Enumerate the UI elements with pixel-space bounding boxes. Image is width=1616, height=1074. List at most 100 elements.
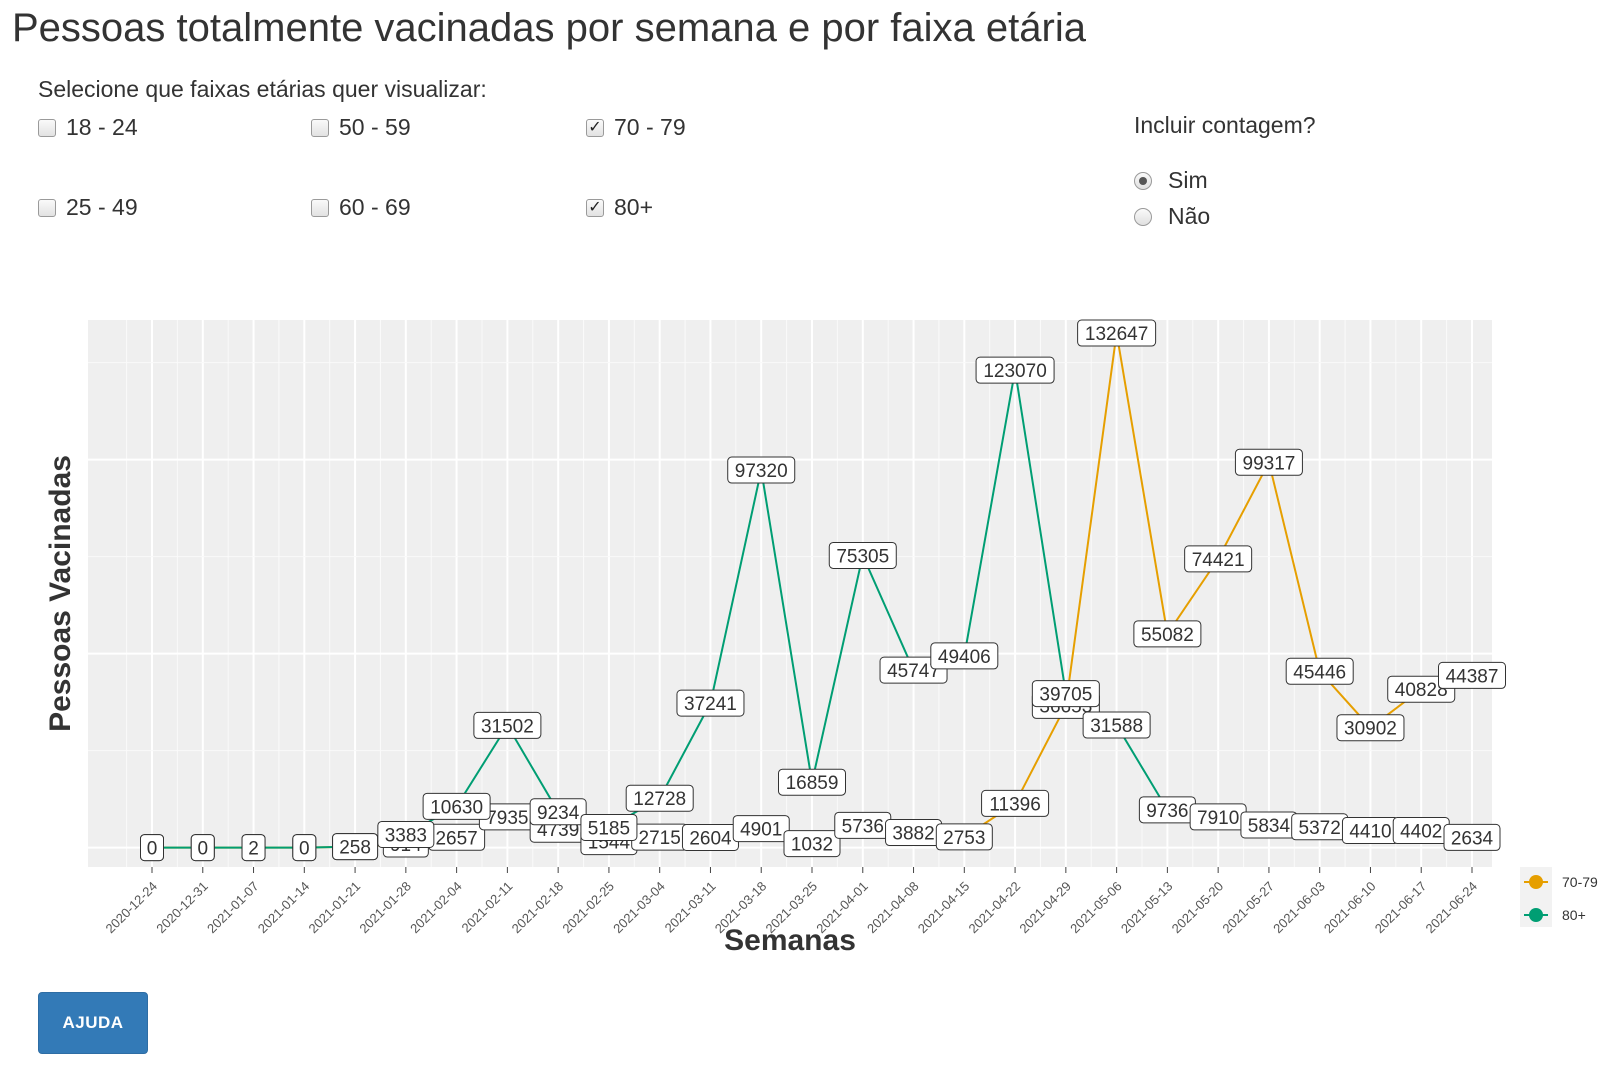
radio-button[interactable] <box>1134 171 1152 190</box>
data-label: 132647 <box>1077 319 1157 347</box>
data-label-text: 2657 <box>435 828 477 849</box>
checkbox-box[interactable] <box>38 118 56 137</box>
checkbox-box[interactable] <box>311 118 329 137</box>
checkbox-18-24[interactable]: 18 - 24 <box>38 114 138 141</box>
x-tick-label: 2021-01-07 <box>204 879 262 937</box>
data-label-text: 1032 <box>791 835 833 856</box>
data-label: 12728 <box>625 784 694 812</box>
data-label-box <box>879 656 948 684</box>
data-label: 45446 <box>1285 657 1354 685</box>
help-button[interactable]: AJUDA <box>38 992 148 1054</box>
data-label: 3882 <box>885 819 943 847</box>
data-label-box <box>1234 448 1303 476</box>
data-label-text: 5736 <box>842 816 884 837</box>
data-label-text: 4901 <box>740 820 782 841</box>
data-label-box <box>473 711 542 739</box>
checkbox-box[interactable] <box>311 198 329 217</box>
data-label: 0 <box>140 834 164 862</box>
data-label: 2715 <box>631 823 689 851</box>
radio-nao[interactable]: Não <box>1134 203 1210 230</box>
data-label-text: 12728 <box>633 789 686 810</box>
data-label-box <box>1336 714 1405 742</box>
x-tick-label: 2021-06-10 <box>1321 879 1379 937</box>
data-label: 123070 <box>975 356 1055 384</box>
data-label: 1032 <box>783 830 841 858</box>
checkbox-box[interactable]: ✓ <box>586 118 604 137</box>
data-label: 5834 <box>1240 811 1298 839</box>
data-label-text: 55082 <box>1141 625 1194 646</box>
data-label: 31588 <box>1082 711 1151 739</box>
legend-key-dot <box>1529 908 1543 922</box>
data-label-box <box>1133 620 1202 648</box>
data-label-box <box>241 834 266 862</box>
x-tick-label: 2021-02-25 <box>559 879 617 937</box>
checkbox-label: 70 - 79 <box>614 114 686 140</box>
data-label-text: 10630 <box>430 797 483 818</box>
y-axis-title: Pessoas Vacinadas <box>44 455 77 732</box>
data-label: 11396 <box>981 789 1050 817</box>
data-label-text: 3882 <box>892 824 934 845</box>
checkbox-70-79[interactable]: ✓ 70 - 79 <box>586 114 686 141</box>
data-label-box <box>1285 657 1354 685</box>
data-label: 4901 <box>732 815 790 843</box>
data-label-text: 74421 <box>1192 550 1245 571</box>
checkbox-50-59[interactable]: 50 - 59 <box>311 114 411 141</box>
data-labels: 0000248914265779354739154427152604490110… <box>140 319 1506 862</box>
data-label-text: 0 <box>299 839 310 860</box>
x-tick-label: 2021-01-28 <box>356 879 414 937</box>
data-label-box <box>930 642 999 670</box>
checkbox-25-49[interactable]: 25 - 49 <box>38 194 138 221</box>
x-axis-title: Semanas <box>724 924 856 957</box>
data-label-text: 75305 <box>836 546 889 567</box>
data-label: 2753 <box>935 823 993 851</box>
data-label: 9234 <box>529 798 587 826</box>
data-label: 99317 <box>1234 448 1303 476</box>
data-label-text: 9234 <box>537 803 580 824</box>
checkbox-box[interactable] <box>38 198 56 217</box>
data-label: 5736 <box>834 811 892 839</box>
data-label-text: 123070 <box>983 361 1046 382</box>
radio-sim[interactable]: Sim <box>1134 167 1208 194</box>
x-tick-label: 2021-05-13 <box>1118 879 1176 937</box>
data-label-box <box>732 815 790 843</box>
data-label-text: 11396 <box>989 794 1040 815</box>
data-label-text: 5372 <box>1299 818 1341 839</box>
x-tick-label: 2021-01-14 <box>255 879 313 937</box>
checkbox-label: 60 - 69 <box>339 194 411 220</box>
age-filter-prompt: Selecione que faixas etárias quer visual… <box>38 76 487 102</box>
checkmark-icon: ✓ <box>588 198 602 216</box>
data-label: 55082 <box>1133 620 1202 648</box>
data-label-box <box>1031 680 1100 708</box>
data-label-text: 40828 <box>1395 680 1448 701</box>
data-label-text: 97320 <box>735 461 788 482</box>
data-label-text: 5185 <box>588 818 630 839</box>
data-label-text: 258 <box>339 838 371 859</box>
data-label: 75305 <box>828 541 897 569</box>
checkbox-label: 25 - 49 <box>66 194 138 220</box>
x-tick-label: 2021-02-11 <box>459 879 516 936</box>
data-label-box <box>332 833 379 861</box>
x-tick-label: 2020-12-31 <box>153 879 211 937</box>
data-label-text: 2634 <box>1451 828 1494 849</box>
data-label-text: 2 <box>248 839 259 860</box>
data-label-box <box>292 834 317 862</box>
data-label: 3383 <box>377 820 435 848</box>
checkbox-label: 18 - 24 <box>66 114 138 140</box>
data-label: 5185 <box>580 813 638 841</box>
data-label-box <box>1438 661 1506 689</box>
x-tick-label: 2021-04-29 <box>1016 879 1074 937</box>
checkbox-label: 50 - 59 <box>339 114 411 140</box>
data-label: 4402 <box>1392 817 1450 845</box>
data-label-text: 44387 <box>1446 666 1499 687</box>
data-label-box <box>1184 545 1253 573</box>
checkbox-80-plus[interactable]: ✓ 80+ <box>586 194 653 221</box>
x-tick-label: 2020-12-24 <box>102 879 160 937</box>
data-label-box <box>190 834 215 862</box>
x-tick-label: 2021-04-15 <box>915 879 973 937</box>
checkbox-box[interactable]: ✓ <box>586 198 604 217</box>
radio-button[interactable] <box>1134 207 1152 226</box>
data-label-text: 49406 <box>938 647 991 668</box>
data-label: 30902 <box>1336 714 1405 742</box>
checkbox-60-69[interactable]: 60 - 69 <box>311 194 411 221</box>
data-label-text: 2604 <box>689 829 732 850</box>
